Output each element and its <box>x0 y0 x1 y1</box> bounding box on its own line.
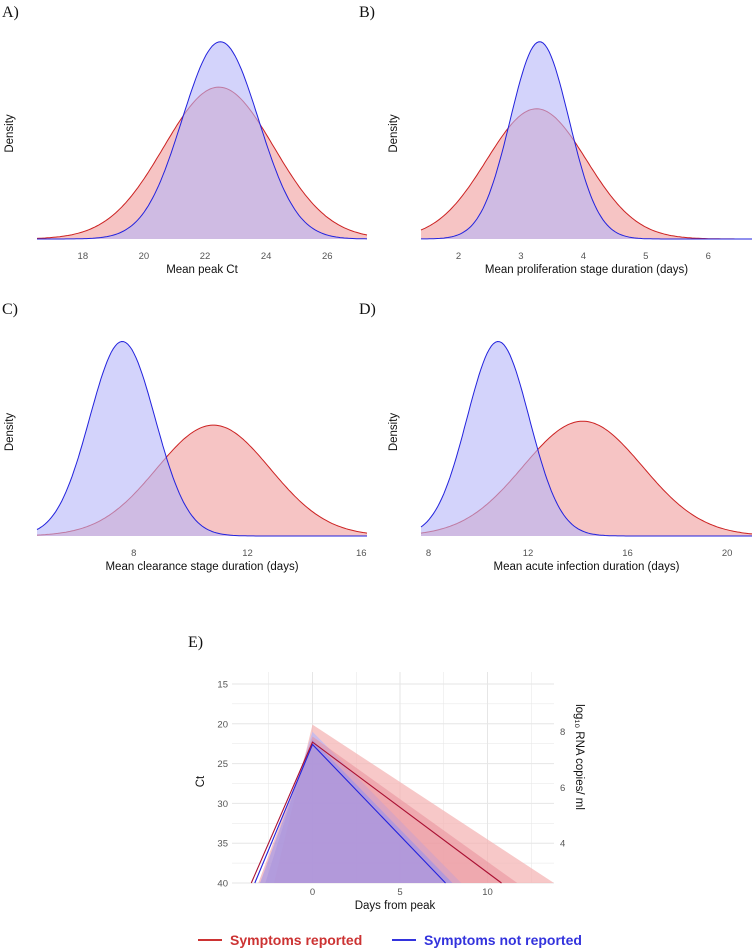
y-tick-label: 20 <box>217 719 228 730</box>
x-tick-label: 2 <box>456 251 461 262</box>
y2-tick-label: 4 <box>560 839 565 850</box>
y-tick-label: 35 <box>217 839 228 850</box>
line-reported <box>250 741 502 884</box>
legend: Symptoms reported Symptoms not reported <box>198 932 582 948</box>
panel-label: E) <box>188 634 203 651</box>
legend-label-reported: Symptoms reported <box>230 932 362 948</box>
x-tick-label: 6 <box>706 251 711 262</box>
y-axis-title: Density <box>4 114 16 153</box>
x-tick-label: 8 <box>426 548 431 559</box>
density-panel-4: D) Density 8 12 16 20 Mean acute infection dur… <box>359 301 752 573</box>
density-line-not-reported <box>37 41 368 240</box>
density-line-not-reported <box>420 340 752 537</box>
y2-axis-title: log₁₀ RNA copies/ ml <box>573 704 585 810</box>
density-area-not-reported <box>37 341 367 536</box>
x-axis-title: Days from peak <box>355 900 436 912</box>
density-area-not-reported <box>37 41 367 240</box>
density-panel-1: A) Density 18 20 22 24 26 Mean peak Ct <box>2 4 368 276</box>
x-tick-label: 18 <box>78 251 89 262</box>
density-panel-2: B) Density 2 3 4 5 6 Mean proliferation stage d… <box>359 4 752 276</box>
y-axis-title: Density <box>388 413 400 452</box>
panel-label: A) <box>2 4 19 21</box>
y-tick-label: 15 <box>217 679 228 690</box>
y-axis-title: Density <box>4 413 16 452</box>
density-area-not-reported <box>421 341 752 536</box>
x-tick-label: 16 <box>622 548 633 559</box>
panel-label: C) <box>2 301 18 318</box>
legend-label-not-reported: Symptoms not reported <box>424 932 582 948</box>
density-panel-3: C) Density 8 12 16 Mean clearance stage durat… <box>2 301 368 573</box>
x-tick-label: 22 <box>200 251 211 262</box>
x-tick-label: 5 <box>397 887 402 898</box>
x-tick-label: 12 <box>242 548 253 559</box>
x-tick-label: 26 <box>322 251 333 262</box>
x-tick-label: 0 <box>310 887 315 898</box>
y-axis-title: Density <box>388 114 400 153</box>
line-not-reported <box>254 743 446 884</box>
x-tick-label: 10 <box>482 887 493 898</box>
y2-tick-label: 6 <box>560 783 565 794</box>
y2-tick-label: 8 <box>560 727 565 738</box>
panel-label: B) <box>359 4 375 21</box>
x-tick-label: 8 <box>131 548 136 559</box>
x-axis-title: Mean clearance stage duration (days) <box>105 561 298 573</box>
density-area-not-reported <box>421 41 752 239</box>
x-tick-label: 20 <box>139 251 150 262</box>
y-tick-label: 40 <box>217 879 228 890</box>
panel-label: D) <box>359 301 376 318</box>
x-axis-title: Mean peak Ct <box>166 264 238 276</box>
x-tick-label: 20 <box>722 548 733 559</box>
x-tick-label: 4 <box>581 251 586 262</box>
density-line-not-reported <box>36 340 367 537</box>
band-inner-not-reported <box>249 739 453 883</box>
y-tick-label: 25 <box>217 759 228 770</box>
density-line-not-reported <box>421 41 752 240</box>
x-tick-label: 16 <box>356 548 367 559</box>
x-tick-label: 24 <box>261 251 272 262</box>
x-axis-title: Mean acute infection duration (days) <box>493 561 679 573</box>
y-axis-title: Ct <box>195 775 207 787</box>
x-tick-label: 12 <box>523 548 534 559</box>
y-tick-label: 30 <box>217 799 228 810</box>
x-axis-title: Mean proliferation stage duration (days) <box>485 264 688 276</box>
density-line-reported <box>420 108 752 240</box>
x-tick-label: 3 <box>518 251 523 262</box>
x-tick-label: 5 <box>643 251 648 262</box>
